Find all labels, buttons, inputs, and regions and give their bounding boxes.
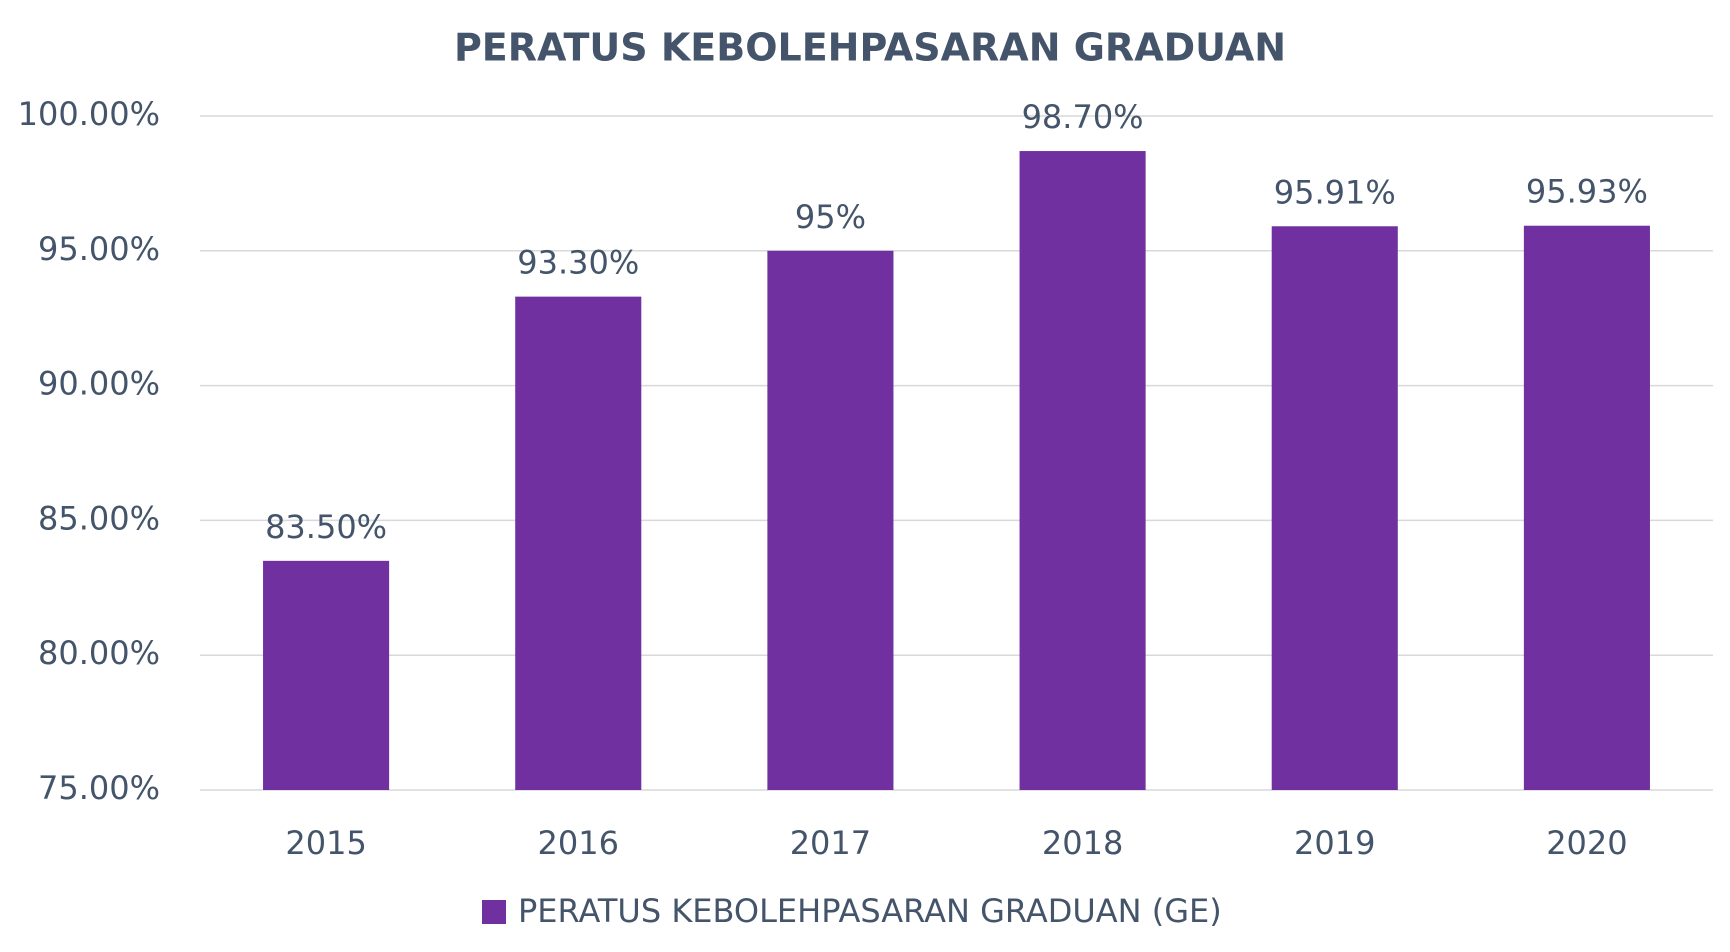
data-label: 83.50% xyxy=(265,508,387,546)
y-tick-label: 85.00% xyxy=(38,499,160,537)
y-tick-label: 90.00% xyxy=(38,365,160,403)
x-tick-label: 2020 xyxy=(1546,824,1627,862)
x-tick-label: 2019 xyxy=(1294,824,1375,862)
x-tick-label: 2015 xyxy=(285,824,366,862)
y-tick-label: 95.00% xyxy=(38,230,160,268)
data-label: 95% xyxy=(795,198,866,236)
bar xyxy=(1523,225,1650,791)
data-label: 95.91% xyxy=(1274,173,1396,211)
chart-title: PERATUS KEBOLEHPASARAN GRADUAN xyxy=(454,26,1286,70)
x-tick-label: 2017 xyxy=(790,824,871,862)
bar xyxy=(263,560,390,790)
bar xyxy=(1019,151,1146,791)
x-tick-label: 2018 xyxy=(1042,824,1123,862)
bar xyxy=(767,250,894,791)
bar xyxy=(1271,226,1398,790)
x-tick-label: 2016 xyxy=(538,824,619,862)
y-tick-label: 75.00% xyxy=(38,769,160,807)
data-label: 93.30% xyxy=(517,244,639,282)
data-label: 98.70% xyxy=(1022,98,1144,136)
legend-swatch xyxy=(482,900,506,924)
bar xyxy=(515,296,642,790)
data-label: 95.93% xyxy=(1526,173,1648,211)
legend-label: PERATUS KEBOLEHPASARAN GRADUAN (GE) xyxy=(518,892,1222,930)
y-tick-label: 100.00% xyxy=(18,95,160,133)
y-tick-label: 80.00% xyxy=(38,634,160,672)
